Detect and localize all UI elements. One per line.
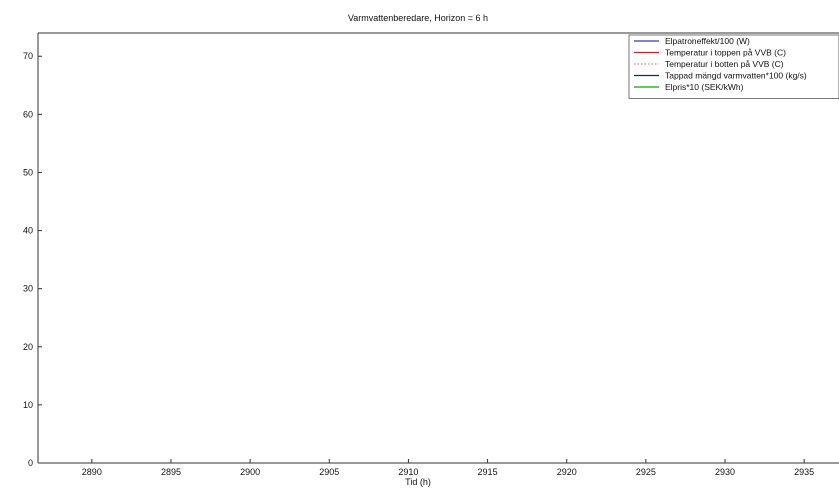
y-tick-label: 70 — [23, 51, 33, 61]
x-tick-label: 2935 — [794, 467, 814, 477]
legend-box — [628, 34, 839, 99]
y-tick-label: 10 — [23, 400, 33, 410]
y-tick-label: 60 — [23, 109, 33, 119]
legend: Elpatroneffekt/100 (W) Temperatur i toppe… — [628, 34, 839, 99]
legend-entry: Temperatur i toppen på VVB (C) — [665, 48, 786, 58]
chart-title: Varmvattenberedare, Horizon = 6 h — [348, 13, 488, 23]
y-tick-label: 40 — [23, 226, 33, 236]
x-tick-label: 2910 — [398, 467, 418, 477]
y-tick-label: 20 — [23, 342, 33, 352]
plot-background — [38, 33, 839, 463]
x-tick-label: 2925 — [636, 467, 656, 477]
x-tick-label: 2915 — [478, 467, 498, 477]
axes: 0 10 20 30 40 50 60 70 2890 2895 2900 2905 2910 2915 2… — [23, 32, 839, 477]
legend-entry: Temperatur i botten på VVB (C) — [665, 59, 784, 69]
legend-entry: Tappad mängd varmvatten*100 (kg/s) — [665, 71, 807, 81]
x-tick-label: 2895 — [161, 467, 181, 477]
x-tick-label: 2920 — [557, 467, 577, 477]
x-axis-label: Tid (h) — [405, 477, 431, 487]
y-tick-label: 0 — [28, 458, 33, 468]
x-tick-label: 2890 — [82, 467, 102, 477]
x-tick-label: 2900 — [240, 467, 260, 477]
y-tick-label: 30 — [23, 284, 33, 294]
legend-entry: Elpatroneffekt/100 (W) — [665, 36, 750, 46]
x-tick-label: 2930 — [715, 467, 735, 477]
x-tick-label: 2905 — [319, 467, 339, 477]
legend-entry: Elpris*10 (SEK/kWh) — [665, 82, 744, 92]
y-tick-label: 50 — [23, 167, 33, 177]
